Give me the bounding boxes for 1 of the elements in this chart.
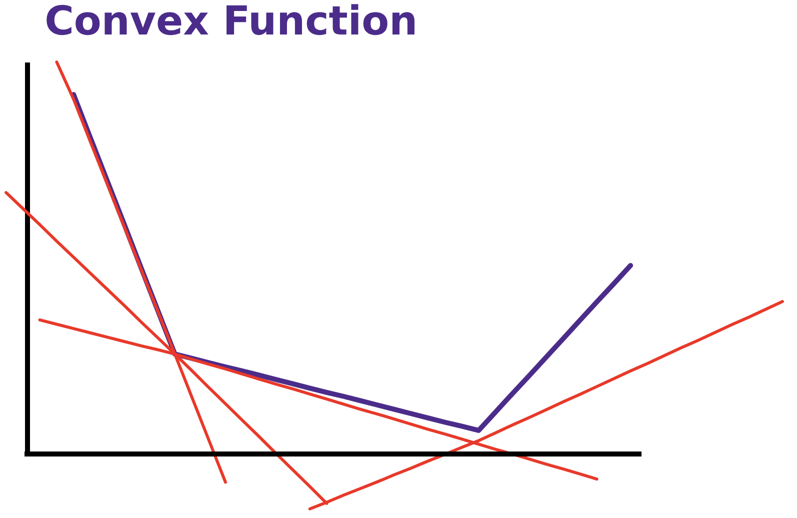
chart-title: Convex Function — [44, 0, 418, 44]
